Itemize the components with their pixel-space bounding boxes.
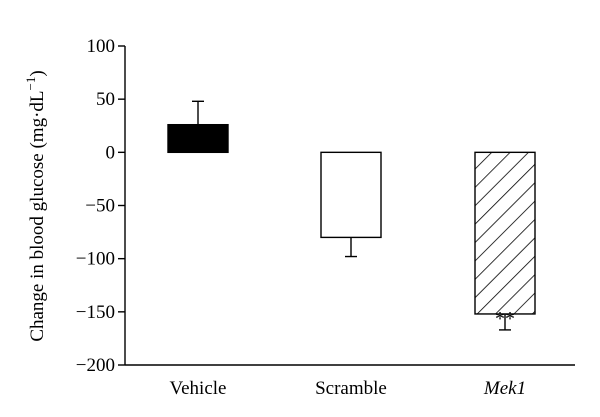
error-bar (499, 313, 511, 331)
x-tick-labels-layer: Vehicle Scramble Mek1 (170, 378, 527, 399)
bars-layer (167, 123, 536, 315)
y-tick-label: 50 (96, 89, 115, 110)
y-tick-label: −200 (76, 355, 115, 376)
error-bars-layer (192, 100, 511, 331)
y-axis-label-close: ) (27, 70, 48, 76)
y-axis-label: Change in blood glucose (mg·dL−1) (23, 70, 48, 341)
x-tick-label: Mek1 (483, 378, 526, 399)
y-tick-label: −100 (76, 249, 115, 270)
error-bar (345, 237, 357, 258)
bar-mek1 (474, 151, 536, 315)
y-tick-label: 0 (106, 142, 116, 163)
y-axis-label-superscript: −1 (23, 77, 38, 91)
x-tick-label: Vehicle (170, 378, 227, 399)
y-axis-label-main: Change in blood glucose (mg·dL (27, 90, 48, 341)
bar-vehicle (167, 123, 229, 154)
annotations-layer: ** (495, 308, 515, 330)
y-tick-label: −50 (85, 196, 115, 217)
y-ticks-layer: 100 50 0 −50 −100 −150 −200 (76, 36, 125, 376)
x-tick-label: Scramble (315, 378, 387, 399)
bar-scramble (320, 151, 382, 239)
y-tick-label: −150 (76, 302, 115, 323)
y-tick-label: 100 (87, 36, 116, 57)
significance-marker: ** (495, 308, 515, 330)
error-bar (192, 100, 204, 125)
